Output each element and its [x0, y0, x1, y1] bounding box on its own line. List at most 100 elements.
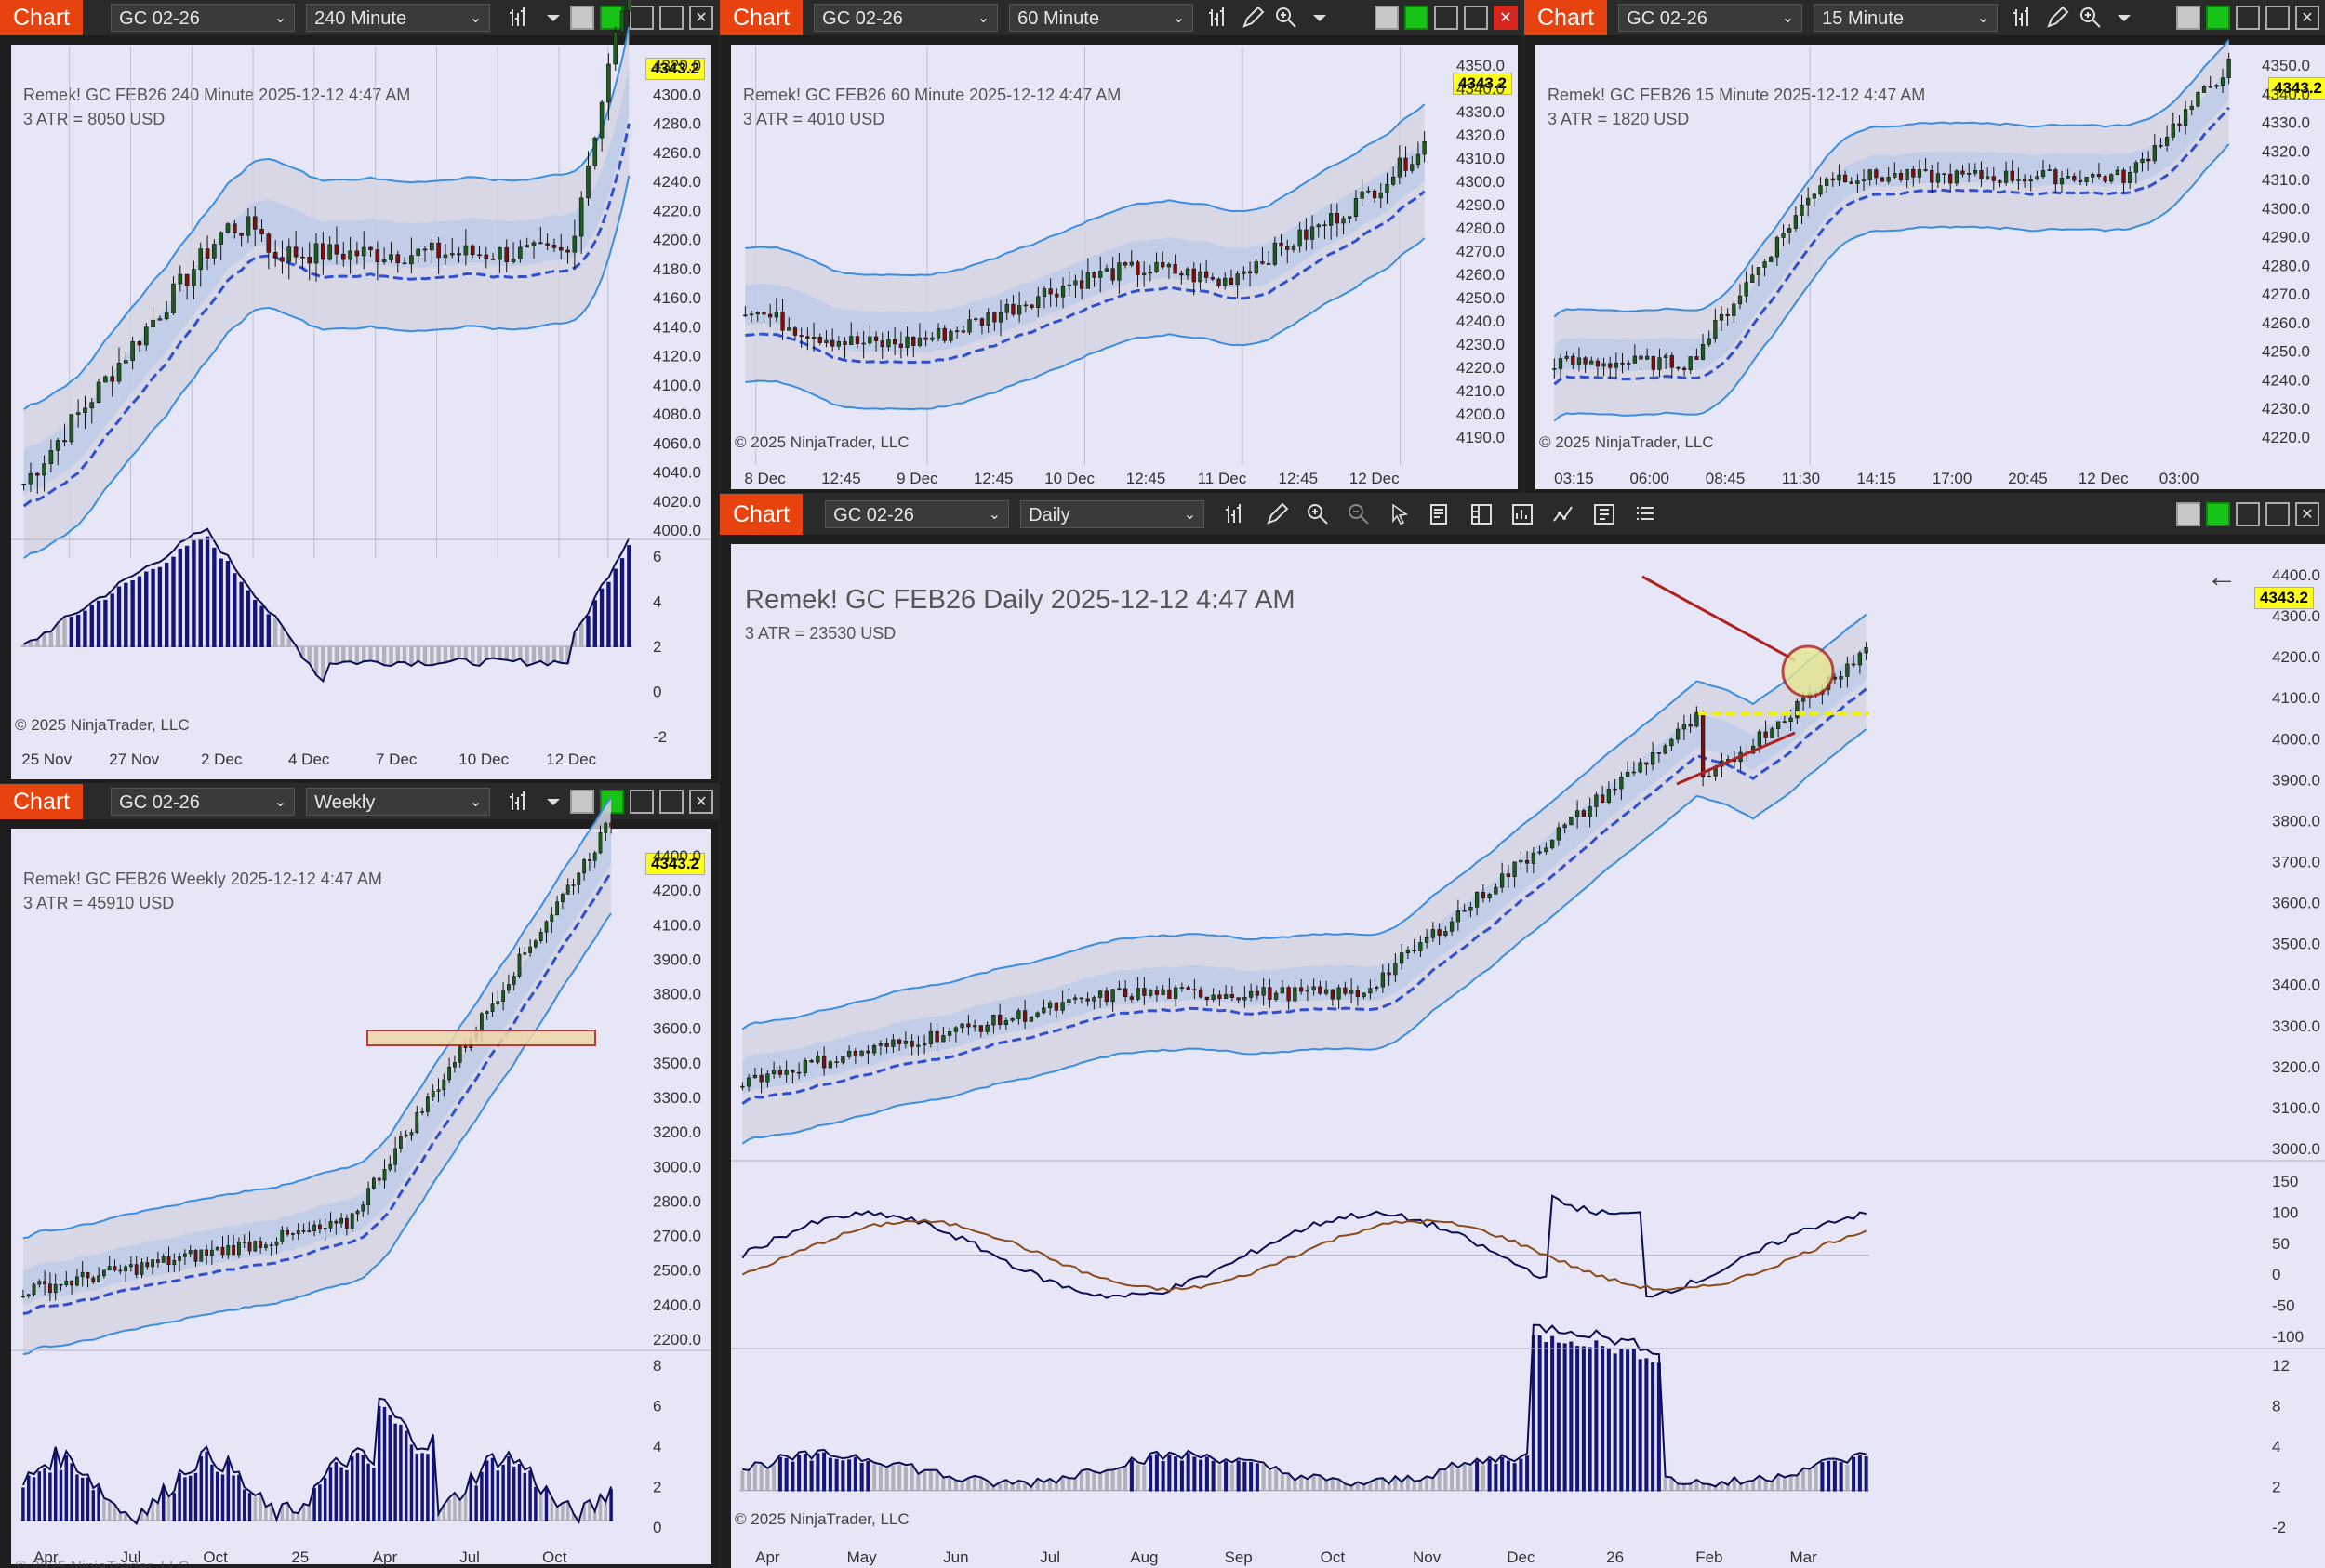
- close-button[interactable]: ✕: [1494, 6, 1518, 30]
- price-axis-label: 4140.0: [653, 318, 701, 336]
- close-button[interactable]: ✕: [689, 790, 713, 814]
- chart-tab[interactable]: Chart: [1524, 0, 1608, 35]
- interval-selector[interactable]: Weekly ⌄: [306, 788, 491, 816]
- toggle-gray-button[interactable]: [2176, 502, 2200, 526]
- close-button[interactable]: ✕: [2295, 6, 2319, 30]
- toggle-gray-button[interactable]: [570, 6, 594, 30]
- price-axis-label: 4100.0: [653, 377, 701, 394]
- candle: [1898, 173, 1904, 180]
- minimize-button[interactable]: [2236, 502, 2260, 526]
- chart-tab[interactable]: Chart: [0, 784, 84, 819]
- close-button[interactable]: ✕: [689, 6, 713, 30]
- interval-selector[interactable]: 240 Minute ⌄: [306, 4, 491, 32]
- instrument-selector[interactable]: GC 02-26 ⌄: [111, 4, 296, 32]
- histogram-bar: [463, 646, 469, 659]
- price-axis-label: 3200.0: [2272, 1058, 2320, 1076]
- close-button[interactable]: ✕: [2295, 502, 2319, 526]
- interval-selector[interactable]: Daily ⌄: [1020, 500, 1205, 528]
- back-arrow-icon[interactable]: ←: [2206, 559, 2238, 594]
- minimize-button[interactable]: [2236, 6, 2260, 30]
- minimize-button[interactable]: [1434, 6, 1458, 30]
- draw-pencil-icon[interactable]: [2044, 5, 2070, 31]
- candle: [2196, 92, 2200, 107]
- histogram-bar: [341, 646, 346, 662]
- maximize-button[interactable]: [2265, 6, 2290, 30]
- draw-pencil-icon[interactable]: [1240, 5, 1266, 31]
- link-green-button[interactable]: [600, 790, 624, 814]
- histogram-bar: [1418, 1481, 1423, 1492]
- chart-trader-icon[interactable]: [1468, 501, 1495, 527]
- candle: [1343, 987, 1348, 994]
- toggle-gray-button[interactable]: [2176, 6, 2200, 30]
- pointer-icon[interactable]: [1387, 501, 1413, 527]
- histogram-bar: [1192, 1456, 1197, 1492]
- chart-tab[interactable]: Chart: [720, 0, 804, 35]
- candle: [978, 1025, 984, 1032]
- instrument-selector[interactable]: GC 02-26 ⌄: [814, 4, 999, 32]
- maximize-button[interactable]: [1464, 6, 1488, 30]
- candle: [253, 1241, 258, 1252]
- zoom-in-icon[interactable]: [2078, 5, 2104, 31]
- zoom-in-icon[interactable]: [1273, 5, 1299, 31]
- dropdown-arrow-icon[interactable]: [2111, 5, 2137, 31]
- bar-type-icon[interactable]: [507, 789, 533, 815]
- interval-selector[interactable]: 60 Minute ⌄: [1009, 4, 1194, 32]
- chart-tab[interactable]: Chart: [0, 0, 84, 35]
- candle: [1374, 986, 1379, 990]
- toggle-gray-button[interactable]: [570, 790, 594, 814]
- candle: [366, 1188, 370, 1205]
- histogram-bar: [415, 1454, 419, 1521]
- dropdown-arrow-icon[interactable]: [540, 5, 566, 31]
- interval-selector[interactable]: 15 Minute ⌄: [1814, 4, 1999, 32]
- price-axis-label: 4280.0: [2262, 257, 2310, 274]
- midline: [741, 687, 1867, 1105]
- candle: [1851, 663, 1856, 666]
- link-green-button[interactable]: [1404, 6, 1428, 30]
- histogram-bar: [884, 1468, 889, 1492]
- histogram-bar: [307, 646, 312, 664]
- bar-type-icon[interactable]: [2011, 5, 2037, 31]
- bar-type-icon[interactable]: [507, 5, 533, 31]
- candle: [1645, 355, 1650, 360]
- price-axis-label: 4300.0: [2262, 200, 2310, 218]
- maximize-button[interactable]: [659, 790, 684, 814]
- histogram-bar: [1343, 1483, 1348, 1492]
- candle: [1216, 278, 1221, 286]
- candle: [1304, 229, 1309, 240]
- maximize-button[interactable]: [2265, 502, 2290, 526]
- draw-pencil-icon[interactable]: [1264, 501, 1290, 527]
- histogram-bar: [1669, 1478, 1674, 1492]
- price-axis-label: 3800.0: [2272, 812, 2320, 830]
- properties-list-icon[interactable]: [1632, 501, 1658, 527]
- link-green-button[interactable]: [2206, 6, 2230, 30]
- dropdown-arrow-icon[interactable]: [540, 789, 566, 815]
- candle: [1923, 169, 1928, 171]
- minimize-button[interactable]: [630, 6, 654, 30]
- instrument-selector[interactable]: GC 02-26 ⌄: [1618, 4, 1803, 32]
- chart-tab[interactable]: Chart: [720, 494, 804, 535]
- price-axis-label: 2200.0: [653, 1331, 701, 1349]
- candle: [143, 326, 149, 346]
- indicators-icon[interactable]: [1550, 501, 1576, 527]
- data-box-icon[interactable]: [1428, 501, 1454, 527]
- candle: [1336, 987, 1341, 1000]
- candle: [1273, 992, 1279, 1000]
- bar-type-icon[interactable]: [1206, 5, 1232, 31]
- minimize-button[interactable]: [630, 790, 654, 814]
- histogram-bar: [21, 1487, 25, 1521]
- link-green-button[interactable]: [2206, 502, 2230, 526]
- instrument-selector[interactable]: GC 02-26 ⌄: [111, 788, 296, 816]
- strategies-icon[interactable]: [1509, 501, 1535, 527]
- toggle-gray-button[interactable]: [1375, 6, 1399, 30]
- maximize-button[interactable]: [659, 6, 684, 30]
- candle: [743, 314, 748, 317]
- templates-icon[interactable]: [1591, 501, 1617, 527]
- bar-type-icon[interactable]: [1223, 501, 1249, 527]
- dropdown-arrow-icon[interactable]: [1307, 5, 1333, 31]
- zoom-in-icon[interactable]: [1305, 501, 1331, 527]
- candle: [1311, 986, 1316, 990]
- instrument-selector[interactable]: GC 02-26 ⌄: [825, 500, 1010, 528]
- zoom-out-icon[interactable]: [1346, 501, 1372, 527]
- histogram-bar: [458, 1501, 462, 1521]
- histogram-bar: [1400, 1482, 1404, 1492]
